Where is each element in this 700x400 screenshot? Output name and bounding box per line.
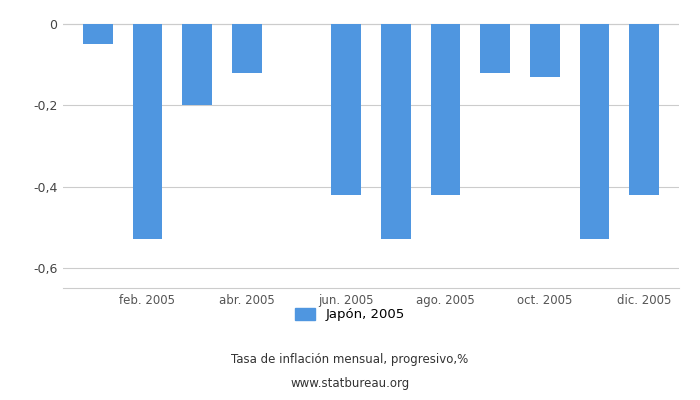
- Bar: [430, 24, 461, 195]
- Bar: [331, 24, 361, 195]
- Bar: [182, 24, 212, 105]
- Text: Tasa de inflación mensual, progresivo,%: Tasa de inflación mensual, progresivo,%: [232, 354, 468, 366]
- Legend: Japón, 2005: Japón, 2005: [290, 302, 410, 326]
- Bar: [530, 24, 560, 77]
- Bar: [629, 24, 659, 195]
- Bar: [381, 24, 411, 239]
- Bar: [232, 24, 262, 73]
- Bar: [580, 24, 610, 239]
- Text: www.statbureau.org: www.statbureau.org: [290, 378, 410, 390]
- Bar: [132, 24, 162, 239]
- Bar: [83, 24, 113, 44]
- Bar: [480, 24, 510, 73]
